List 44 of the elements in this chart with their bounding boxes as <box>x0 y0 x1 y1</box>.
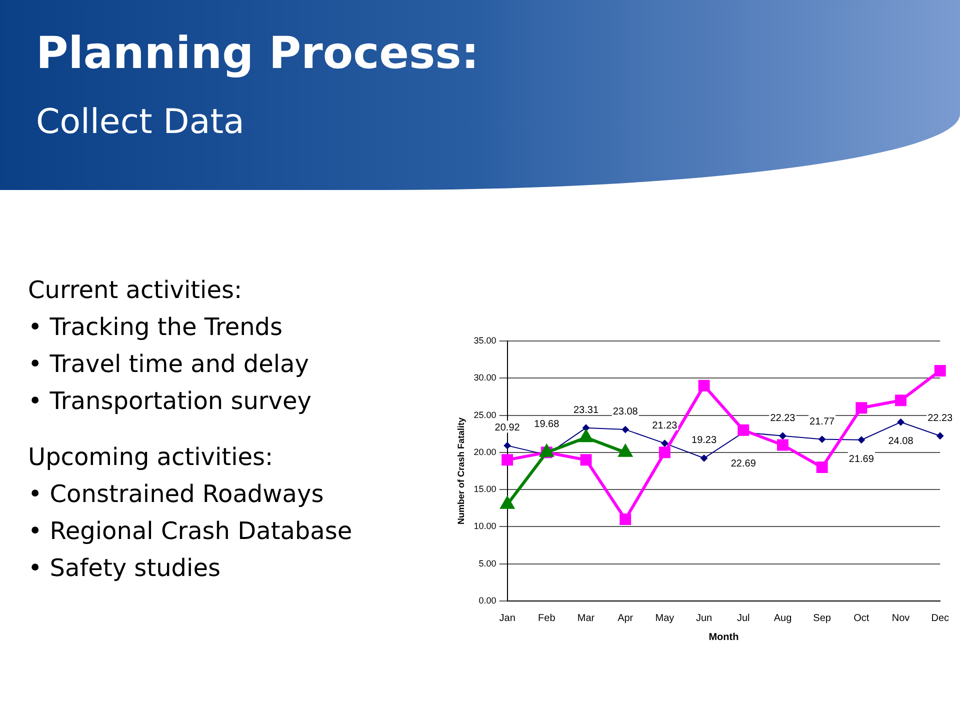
y-tick-label: 20.00 <box>474 446 496 457</box>
data-label: 21.23 <box>652 420 678 432</box>
text: • Constrained Roadways <box>28 480 325 508</box>
x-tick-label: Feb <box>538 612 556 624</box>
y-tick-label: 0.00 <box>478 595 496 606</box>
x-tick-label: Jul <box>736 612 750 624</box>
x-tick-label: Jun <box>696 612 712 624</box>
x-tick-label: Mar <box>577 612 596 624</box>
text: • Tracking the Trends <box>28 313 284 341</box>
data-label: 23.08 <box>612 406 638 418</box>
x-tick-label: May <box>655 612 674 624</box>
x-tick-label: Nov <box>892 612 910 624</box>
text: • Safety studies <box>28 554 222 582</box>
chart-title: Planning Process: <box>36 28 479 79</box>
data-label: 24.08 <box>888 436 914 448</box>
text: Collect Data <box>36 102 244 142</box>
text: • Travel time and delay <box>28 350 310 378</box>
data-label: 19.23 <box>692 435 717 446</box>
x-tick-label: Oct <box>854 612 870 624</box>
y-tick-label: 35.00 <box>474 335 496 346</box>
y-tick-label: 30.00 <box>474 372 496 383</box>
text: • Transportation survey <box>28 387 312 415</box>
x-tick-label: Jan <box>499 612 516 624</box>
text: Upcoming activities: <box>28 443 274 471</box>
x-tick-label: Apr <box>618 612 634 624</box>
data-label: 19.68 <box>534 418 560 430</box>
y-tick-label: 5.00 <box>478 558 496 568</box>
data-label: 23.31 <box>573 404 599 416</box>
text: • Regional Crash Database <box>28 517 354 545</box>
x-tick-label: Aug <box>774 612 792 624</box>
data-label: 22.23 <box>770 412 796 424</box>
data-label: 22.23 <box>928 412 954 424</box>
y-tick-label: 25.00 <box>474 410 496 420</box>
data-label: 21.77 <box>810 416 836 428</box>
y-axis-title: Number of Crash Fatality <box>456 417 466 525</box>
y-tick-label: 15.00 <box>474 484 496 494</box>
text: Current activities: <box>28 276 244 304</box>
data-label: 21.69 <box>848 454 874 465</box>
x-axis-title: Month <box>708 632 739 643</box>
x-tick-label: Sep <box>813 612 832 624</box>
data-label: 20.92 <box>494 422 520 434</box>
y-tick-label: 10.00 <box>474 521 496 532</box>
x-tick-label: Dec <box>931 612 950 624</box>
data-label: 22.69 <box>730 458 756 470</box>
